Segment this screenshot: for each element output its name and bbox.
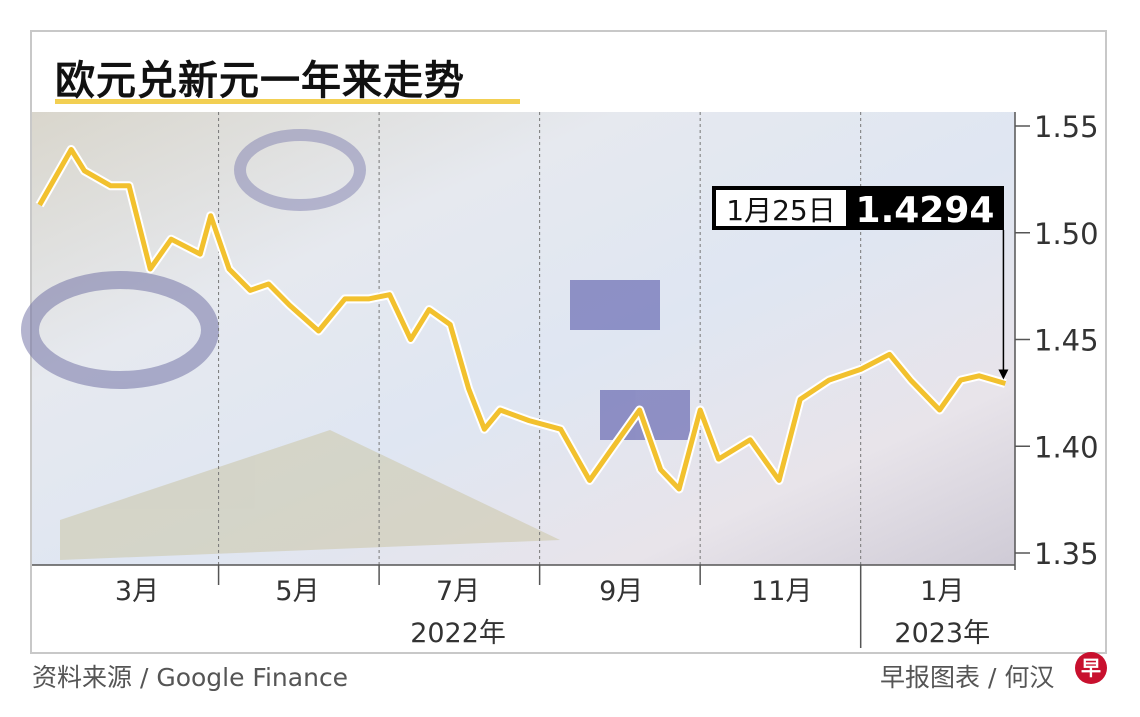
- year-label: 2023年: [894, 618, 990, 649]
- y-tick-label: 1.35: [1034, 537, 1099, 571]
- year-label: 2022年: [410, 618, 506, 649]
- x-tick-label: 7月: [436, 576, 480, 607]
- x-tick-label: 3月: [115, 576, 159, 607]
- graphic-credit: 早报图表 / 何汉: [880, 663, 1055, 692]
- zaobao-logo: 早: [1075, 652, 1107, 684]
- x-tick-label: 5月: [275, 576, 319, 607]
- y-tick-label: 1.45: [1034, 324, 1099, 358]
- x-tick-label: 11月: [751, 576, 812, 607]
- x-tick-label: 9月: [599, 576, 643, 607]
- callout-value: 1.4294: [856, 190, 995, 231]
- banknote-decoration: [21, 129, 690, 560]
- chart-title: 欧元兑新元一年来走势: [55, 58, 465, 104]
- y-tick-label: 1.50: [1034, 217, 1099, 251]
- callout-date-box: [716, 190, 846, 226]
- y-tick-label: 1.40: [1034, 430, 1099, 464]
- y-tick-label: 1.55: [1034, 110, 1099, 144]
- title-underline: [55, 99, 520, 104]
- arrow-icon: [998, 369, 1009, 380]
- callout-date: 1月25日: [726, 194, 835, 227]
- x-tick-label: 1月: [920, 576, 964, 607]
- source-credit: 资料来源 / Google Finance: [32, 663, 349, 692]
